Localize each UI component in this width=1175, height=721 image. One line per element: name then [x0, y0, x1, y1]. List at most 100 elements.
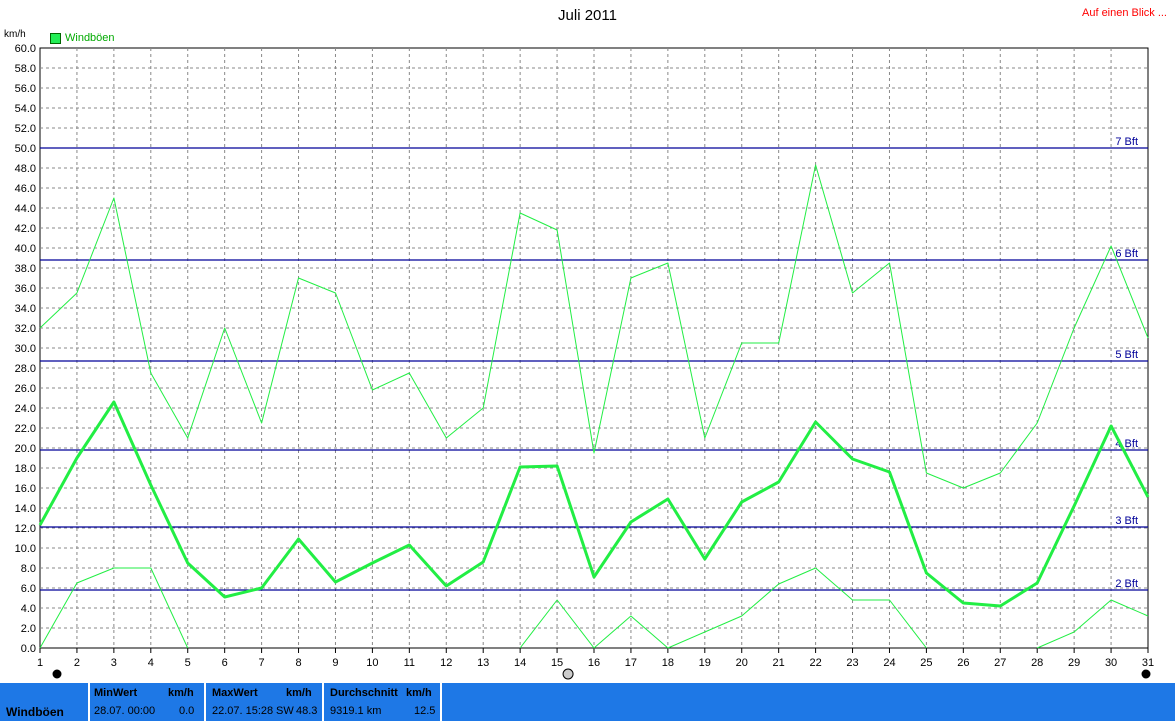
- x-tick-label: 4: [148, 657, 154, 669]
- y-tick-label: 50.0: [15, 143, 36, 155]
- series-line-min: [39, 567, 1149, 649]
- footer-divider: [88, 683, 90, 721]
- beaufort-label: 7 Bft: [1115, 136, 1138, 148]
- min-value: 0.0: [179, 705, 195, 717]
- y-tick-label: 26.0: [15, 383, 36, 395]
- x-tick-label: 3: [111, 657, 117, 669]
- avg-unit: km/h: [406, 687, 432, 699]
- y-tick-label: 18.0: [15, 463, 36, 475]
- y-tick-label: 0.0: [21, 643, 36, 655]
- x-tick-label: 6: [222, 657, 228, 669]
- x-tick-label: 13: [477, 657, 489, 669]
- max-unit: km/h: [286, 687, 312, 699]
- x-tick-label: 16: [588, 657, 600, 669]
- x-tick-label: 18: [662, 657, 674, 669]
- scroll-marker: [52, 669, 62, 679]
- footer-divider: [204, 683, 206, 721]
- y-tick-label: 42.0: [15, 223, 36, 235]
- y-tick-label: 14.0: [15, 503, 36, 515]
- x-tick-label: 29: [1068, 657, 1080, 669]
- y-axis-unit: km/h: [4, 29, 26, 40]
- x-tick-label: 17: [625, 657, 637, 669]
- x-tick-label: 25: [920, 657, 932, 669]
- x-tick-label: 8: [295, 657, 301, 669]
- x-tick-label: 22: [809, 657, 821, 669]
- min-head: MinWert: [94, 687, 138, 699]
- scroll-marker: [1141, 669, 1151, 679]
- y-tick-label: 8.0: [21, 563, 36, 575]
- y-tick-label: 20.0: [15, 443, 36, 455]
- x-tick-label: 26: [957, 657, 969, 669]
- legend-swatch: [50, 32, 61, 44]
- avg-stat: Durchschnitt km/h 9319.1 km 12.5: [330, 683, 438, 721]
- y-tick-label: 56.0: [15, 83, 36, 95]
- y-tick-label: 46.0: [15, 183, 36, 195]
- x-tick-label: 11: [404, 657, 415, 669]
- y-tick-label: 30.0: [15, 343, 36, 355]
- footer-series-name: Windböen: [6, 705, 64, 719]
- max-date: 22.07. 15:28: [212, 705, 274, 717]
- max-direction: SW: [276, 705, 294, 717]
- x-tick-label: 9: [332, 657, 338, 669]
- x-tick-label: 5: [185, 657, 191, 669]
- x-tick-label: 23: [846, 657, 858, 669]
- series-line-avg: [38, 400, 1150, 608]
- y-tick-label: 34.0: [15, 303, 36, 315]
- wind-gust-chart: 0.0 2.0 4.0 6.0 8.0 10.0 12.0 14.0 16.0 18.0 20.0 2…: [15, 43, 1154, 680]
- x-tick-label: 1: [37, 657, 43, 669]
- y-tick-label: 58.0: [15, 63, 36, 75]
- x-tick-label: 28: [1031, 657, 1043, 669]
- x-tick-label: 15: [551, 657, 563, 669]
- min-unit: km/h: [168, 687, 194, 699]
- avg-value: 12.5: [414, 705, 436, 717]
- y-tick-label: 36.0: [15, 283, 36, 295]
- avg-distance: 9319.1 km: [330, 705, 382, 717]
- max-head: MaxWert: [212, 687, 258, 699]
- avg-head: Durchschnitt: [330, 687, 398, 699]
- y-tick-label: 2.0: [21, 623, 36, 635]
- y-tick-label: 48.0: [15, 163, 36, 175]
- y-tick-label: 10.0: [15, 543, 36, 555]
- y-tick-label: 6.0: [21, 583, 36, 595]
- y-tick-label: 28.0: [15, 363, 36, 375]
- footer-divider: [322, 683, 324, 721]
- y-tick-label: 16.0: [15, 483, 36, 495]
- max-stat: MaxWert km/h 22.07. 15:28 SW 48.3: [212, 683, 320, 721]
- x-tick-label: 31: [1142, 657, 1154, 669]
- y-tick-label: 12.0: [15, 523, 36, 535]
- beaufort-label: 3 Bft: [1115, 515, 1138, 527]
- x-tick-label: 21: [773, 657, 785, 669]
- series-line-max: [39, 164, 1149, 489]
- x-tick-label: 19: [699, 657, 711, 669]
- x-tick-label: 20: [736, 657, 748, 669]
- chart-title: Juli 2011: [558, 7, 617, 24]
- beaufort-label: 2 Bft: [1115, 578, 1138, 590]
- y-tick-label: 60.0: [15, 43, 36, 55]
- y-tick-label: 24.0: [15, 403, 36, 415]
- x-tick-label: 27: [994, 657, 1006, 669]
- beaufort-label: 6 Bft: [1115, 248, 1138, 260]
- legend: Windböen: [50, 32, 115, 44]
- min-stat: MinWert km/h 28.07. 00:00 0.0: [94, 683, 202, 721]
- beaufort-label: 5 Bft: [1115, 349, 1138, 361]
- x-tick-label: 24: [883, 657, 895, 669]
- y-tick-label: 52.0: [15, 123, 36, 135]
- footer-divider: [440, 683, 442, 721]
- stats-footer: [0, 683, 1175, 721]
- min-date: 28.07. 00:00: [94, 705, 156, 717]
- x-tick-label: 14: [514, 657, 526, 669]
- x-tick-label: 12: [440, 657, 452, 669]
- y-tick-label: 32.0: [15, 323, 36, 335]
- x-tick-label: 10: [366, 657, 378, 669]
- y-tick-label: 44.0: [15, 203, 36, 215]
- x-tick-label: 30: [1105, 657, 1117, 669]
- x-tick-label: 2: [74, 657, 80, 669]
- y-tick-label: 4.0: [21, 603, 36, 615]
- scroll-marker: [562, 668, 574, 680]
- y-tick-label: 38.0: [15, 263, 36, 275]
- y-tick-label: 54.0: [15, 103, 36, 115]
- x-tick-label: 7: [259, 657, 265, 669]
- y-tick-label: 22.0: [15, 423, 36, 435]
- max-value: 48.3: [296, 705, 318, 717]
- overview-link[interactable]: Auf einen Blick ...: [1082, 7, 1167, 19]
